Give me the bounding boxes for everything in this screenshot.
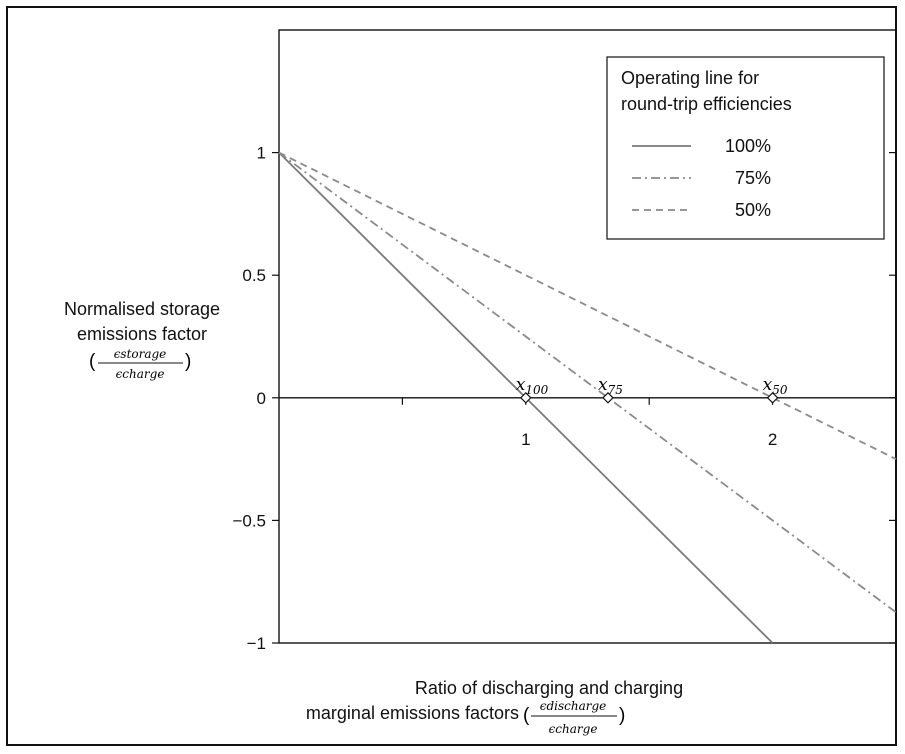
intercept-label-subscript: 75 xyxy=(608,383,623,397)
x-tick-label: 1 xyxy=(521,430,530,449)
legend-title-line1: Operating line for xyxy=(621,68,759,88)
x-axis-fraction-den: ϵcharge xyxy=(549,722,598,736)
y-axis-fraction-open: ( xyxy=(89,351,96,372)
legend-items: 100% 75% 50% xyxy=(632,136,771,220)
legend-title-line2: round-trip efficiencies xyxy=(621,94,792,114)
y-axis-fraction-num: ϵstorage xyxy=(114,347,167,361)
intercept-label: x75 xyxy=(598,375,623,397)
intercept-label: x50 xyxy=(763,375,788,397)
series-line-75 xyxy=(278,151,897,614)
intercept-marker xyxy=(602,391,614,404)
y-tick-label: 0 xyxy=(257,389,266,408)
x-tick-label: 2 xyxy=(768,430,777,449)
series-line-50 xyxy=(278,151,897,460)
x-axis-fraction-close: ) xyxy=(619,705,625,726)
legend-box xyxy=(606,56,885,240)
y-axis-title-line2: emissions factor xyxy=(77,324,207,344)
legend-label-100: 100% xyxy=(725,136,771,156)
y-tick-label: 1 xyxy=(257,144,266,163)
plot-area xyxy=(278,29,897,644)
y-tick-label: −0.5 xyxy=(232,511,266,530)
intercept-label-subscript: 100 xyxy=(525,383,548,397)
intercept-label-subscript: 50 xyxy=(772,383,788,397)
y-tick-label: −1 xyxy=(247,634,266,653)
y-axis-fraction-close: ) xyxy=(185,351,191,372)
intercept-label: x100 xyxy=(516,375,549,397)
x-axis-title-line2: marginal emissions factors xyxy=(306,703,519,723)
y-axis-title-line1: Normalised storage xyxy=(64,299,220,319)
x-axis-fraction-num: ϵdischarge xyxy=(540,699,607,713)
intercept-marker xyxy=(519,391,532,404)
y-axis-fraction-den: ϵcharge xyxy=(116,367,165,381)
legend-label-75: 75% xyxy=(735,168,771,188)
y-tick-label: 0.5 xyxy=(242,266,266,285)
x-axis-fraction-open: ( xyxy=(523,705,530,726)
legend: Operating line for round-trip efficienci… xyxy=(606,56,885,240)
markers-group: x100 x75 x50 xyxy=(516,375,788,404)
legend-label-50: 50% xyxy=(735,200,771,220)
intercept-marker xyxy=(766,391,779,404)
x-axis-title-line1: Ratio of discharging and charging xyxy=(415,678,683,698)
